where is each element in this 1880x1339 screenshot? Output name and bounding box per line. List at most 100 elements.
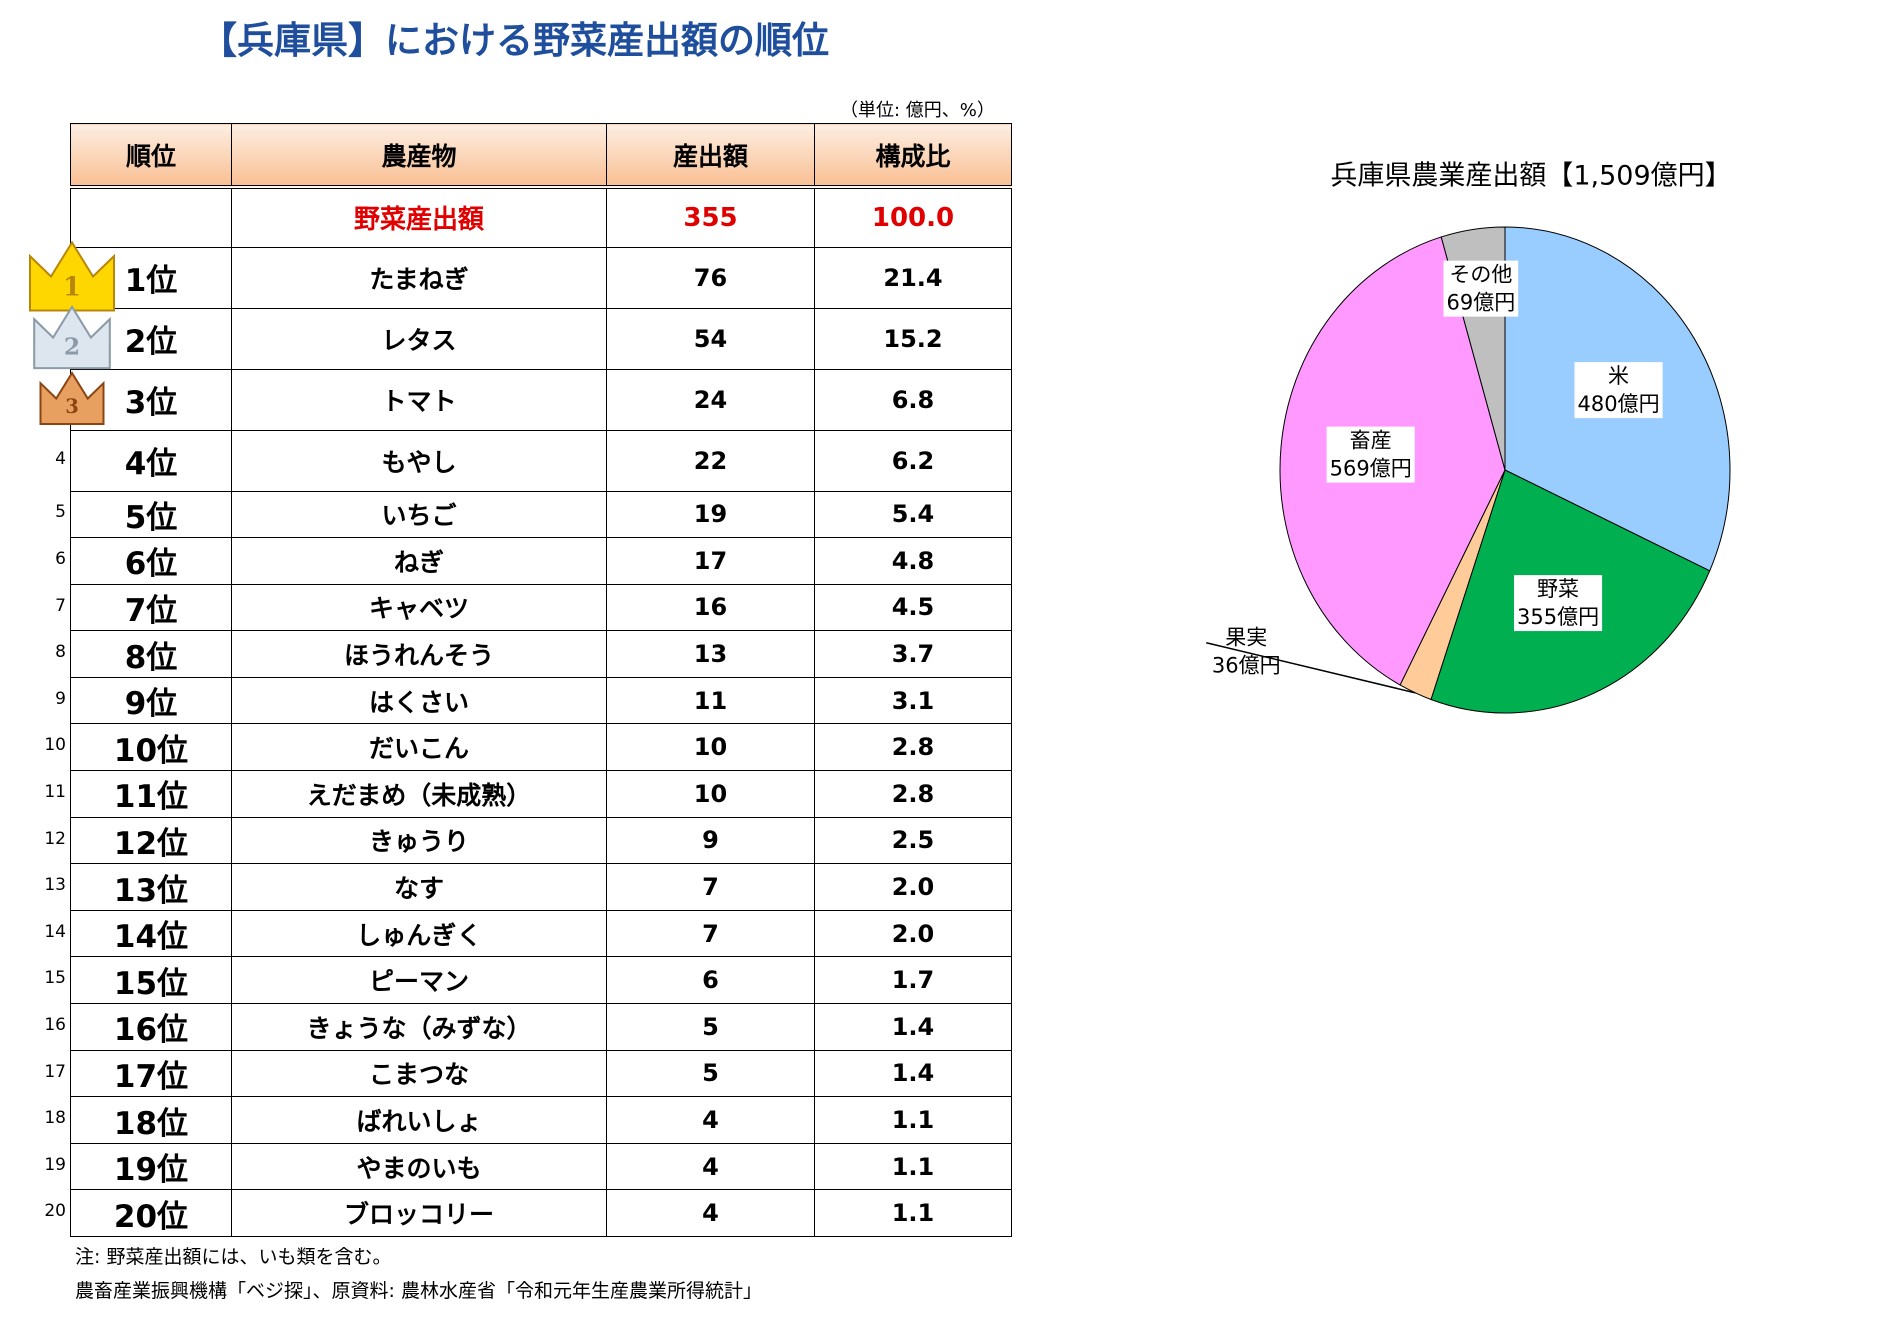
share-cell: 1.4 bbox=[814, 1003, 1012, 1051]
crown bbox=[39, 371, 105, 425]
amount-cell: 17 bbox=[606, 537, 815, 585]
table-row: 19位 やまのいも 4 1.1 bbox=[70, 1142, 1012, 1191]
ranking-table: 順位 農産物 産出額 構成比 野菜産出額 355 100.0 1位 たまねぎ 76 2… bbox=[70, 123, 1012, 1237]
table-row: 9位 はくさい 11 3.1 bbox=[70, 676, 1012, 725]
share-cell: 1.1 bbox=[814, 1096, 1012, 1144]
row-number: 11 bbox=[44, 781, 66, 802]
rank-cell: 13位 bbox=[70, 863, 232, 911]
slice-label: 果実 36億円 bbox=[1212, 626, 1281, 678]
slice-value: 69億円 bbox=[1446, 291, 1515, 315]
amount-cell: 5 bbox=[606, 1049, 815, 1098]
row-number: 15 bbox=[44, 968, 66, 989]
share-cell: 5.4 bbox=[814, 490, 1012, 539]
amount-cell: 7 bbox=[606, 863, 815, 911]
amount-cell: 16 bbox=[606, 583, 815, 632]
slice-label: その他 69億円 bbox=[1443, 260, 1519, 317]
slice-value: 569億円 bbox=[1330, 457, 1412, 481]
slice-value: 355億円 bbox=[1517, 605, 1599, 629]
total-label: 野菜産出額 bbox=[231, 186, 607, 248]
slice-name: 果実 bbox=[1225, 626, 1267, 650]
share-cell: 4.8 bbox=[814, 537, 1012, 585]
unit-note: （単位: 億円、%） bbox=[840, 100, 995, 121]
table-row: 13位 なす 7 2.0 bbox=[70, 863, 1012, 911]
chart-title: 兵庫県農業産出額【1,509億円】 bbox=[1330, 161, 1731, 192]
slice-label: 畜産 569億円 bbox=[1326, 426, 1415, 483]
crown-number: 2 bbox=[64, 333, 80, 361]
table-row: 4位 もやし 22 6.2 bbox=[70, 429, 1012, 492]
amount-cell: 54 bbox=[606, 307, 815, 370]
rank-cell: 11位 bbox=[70, 770, 232, 818]
row-number: 16 bbox=[44, 1014, 66, 1035]
share-cell: 3.1 bbox=[814, 676, 1012, 725]
label-box bbox=[1326, 426, 1415, 483]
table-body: 野菜産出額 355 100.0 1位 たまねぎ 76 21.4 2位 レタス 54 15.2 3… bbox=[70, 186, 1012, 1237]
share-cell: 2.8 bbox=[814, 723, 1012, 772]
share-cell: 2.8 bbox=[814, 770, 1012, 818]
item-cell: こまつな bbox=[231, 1049, 607, 1098]
item-cell: たまねぎ bbox=[231, 246, 607, 309]
table-row: 3位 トマト 24 6.8 bbox=[70, 368, 1012, 431]
slice-name: 畜産 bbox=[1350, 429, 1392, 453]
row-number: 18 bbox=[44, 1108, 66, 1129]
crown-number: 3 bbox=[65, 395, 79, 418]
table-row: 17位 こまつな 5 1.4 bbox=[70, 1049, 1012, 1098]
slice-value: 36億円 bbox=[1212, 654, 1281, 678]
item-cell: トマト bbox=[231, 368, 607, 431]
row-number: 20 bbox=[44, 1201, 66, 1222]
table-row: 12位 きゅうり 9 2.5 bbox=[70, 816, 1012, 865]
share-cell: 6.2 bbox=[814, 429, 1012, 492]
slice-name: 米 bbox=[1608, 364, 1629, 388]
crown bbox=[29, 240, 115, 312]
share-cell: 3.7 bbox=[814, 630, 1012, 678]
label-box bbox=[1443, 260, 1519, 317]
share-cell: 2.5 bbox=[814, 816, 1012, 865]
amount-cell: 10 bbox=[606, 770, 815, 818]
row-number: 4 bbox=[55, 448, 66, 469]
total-share: 100.0 bbox=[814, 186, 1012, 248]
page-title: 【兵庫県】における野菜産出額の順位 bbox=[200, 19, 829, 62]
item-cell: えだまめ（未成熟） bbox=[231, 770, 607, 818]
row-number: 19 bbox=[44, 1154, 66, 1175]
share-cell: 2.0 bbox=[814, 909, 1012, 958]
amount-cell: 24 bbox=[606, 368, 815, 431]
slice-name: 野菜 bbox=[1537, 577, 1579, 601]
table-row: 20位 ブロッコリー 4 1.1 bbox=[70, 1189, 1012, 1237]
table-row: 2位 レタス 54 15.2 bbox=[70, 307, 1012, 370]
item-cell: ほうれんそう bbox=[231, 630, 607, 678]
item-cell: はくさい bbox=[231, 676, 607, 725]
share-cell: 21.4 bbox=[814, 246, 1012, 309]
item-cell: もやし bbox=[231, 429, 607, 492]
row-number: 6 bbox=[55, 548, 66, 569]
note: 注: 野菜産出額には、いも類を含む。 bbox=[75, 1246, 392, 1268]
amount-cell: 10 bbox=[606, 723, 815, 772]
item-cell: きょうな（みずな） bbox=[231, 1003, 607, 1051]
table-row: 18位 ばれいしょ 4 1.1 bbox=[70, 1096, 1012, 1144]
header-cell: 産出額 bbox=[606, 123, 815, 189]
table-row: 14位 しゅんぎく 7 2.0 bbox=[70, 909, 1012, 958]
table-row: 16位 きょうな（みずな） 5 1.4 bbox=[70, 1003, 1012, 1051]
table-row: 7位 キャベツ 16 4.5 bbox=[70, 583, 1012, 632]
share-cell: 15.2 bbox=[814, 307, 1012, 370]
slice-label: 野菜 355億円 bbox=[1514, 575, 1603, 632]
share-cell: 4.5 bbox=[814, 583, 1012, 632]
rank-cell: 6位 bbox=[70, 537, 232, 585]
header-row: 順位 農産物 産出額 構成比 bbox=[70, 123, 1012, 189]
rank-cell: 16位 bbox=[70, 1003, 232, 1051]
share-cell: 1.1 bbox=[814, 1142, 1012, 1191]
item-cell: ばれいしょ bbox=[231, 1096, 607, 1144]
rank-cell: 18位 bbox=[70, 1096, 232, 1144]
slice-value: 480億円 bbox=[1578, 392, 1660, 416]
rank-cell: 4位 bbox=[70, 429, 232, 492]
crown-number: 1 bbox=[63, 272, 81, 302]
header-cell: 順位 bbox=[70, 123, 232, 189]
slice-name: その他 bbox=[1449, 263, 1512, 287]
table-row: 15位 ピーマン 6 1.7 bbox=[70, 956, 1012, 1005]
row-number: 14 bbox=[44, 921, 66, 942]
rank-cell: 8位 bbox=[70, 630, 232, 678]
table-row: 8位 ほうれんそう 13 3.7 bbox=[70, 630, 1012, 678]
rank-cell: 9位 bbox=[70, 676, 232, 725]
item-cell: ブロッコリー bbox=[231, 1189, 607, 1237]
item-cell: やまのいも bbox=[231, 1142, 607, 1191]
table-row: 5位 いちご 19 5.4 bbox=[70, 490, 1012, 539]
